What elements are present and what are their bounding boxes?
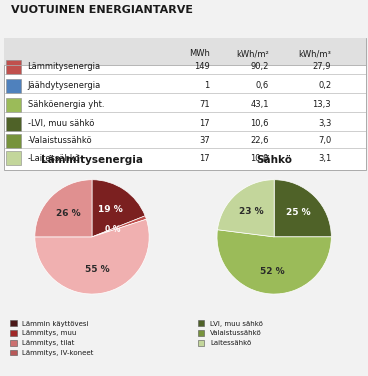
Text: 13,3: 13,3 <box>312 100 331 109</box>
Text: VUOTUINEN ENERGIANTARVE: VUOTUINEN ENERGIANTARVE <box>11 5 193 15</box>
Text: 27,9: 27,9 <box>313 62 331 71</box>
Text: 0,2: 0,2 <box>318 81 331 90</box>
FancyBboxPatch shape <box>6 98 21 112</box>
Text: Sähköenergia yht.: Sähköenergia yht. <box>28 100 104 109</box>
Wedge shape <box>274 180 331 237</box>
FancyBboxPatch shape <box>6 79 21 92</box>
Wedge shape <box>217 180 274 237</box>
Text: 149: 149 <box>194 62 210 71</box>
Legend: LVI, muu sähkö, Valaistussähkö, Laitessähkö: LVI, muu sähkö, Valaistussähkö, Laitessä… <box>195 317 266 349</box>
FancyBboxPatch shape <box>4 38 366 170</box>
FancyBboxPatch shape <box>4 38 366 65</box>
Text: 43,1: 43,1 <box>250 100 269 109</box>
FancyBboxPatch shape <box>6 134 21 148</box>
Text: 3,3: 3,3 <box>318 119 331 128</box>
Title: Sähkö: Sähkö <box>256 155 292 165</box>
Text: 7,0: 7,0 <box>318 136 331 146</box>
Text: 19 %: 19 % <box>98 205 123 214</box>
Text: kWh/m²: kWh/m² <box>236 49 269 58</box>
Text: 52 %: 52 % <box>260 267 284 276</box>
Text: 17: 17 <box>199 154 210 163</box>
Text: 26 %: 26 % <box>56 209 81 218</box>
Wedge shape <box>35 180 92 237</box>
Wedge shape <box>92 216 146 237</box>
Text: 17: 17 <box>199 119 210 128</box>
Legend: Lämmin käyttövesi, Lämmitys, muu, Lämmitys, tilat, Lämmitys, IV-koneet: Lämmin käyttövesi, Lämmitys, muu, Lämmit… <box>7 317 96 359</box>
Wedge shape <box>92 180 145 237</box>
Text: Lämmitysenergia: Lämmitysenergia <box>28 62 101 71</box>
Text: 25 %: 25 % <box>286 208 311 217</box>
Text: 1: 1 <box>205 81 210 90</box>
Text: 55 %: 55 % <box>85 265 110 274</box>
Text: 0,6: 0,6 <box>255 81 269 90</box>
Text: Jäähdytysenergia: Jäähdytysenergia <box>28 81 101 90</box>
Text: 22,6: 22,6 <box>250 136 269 146</box>
Text: 0 %: 0 % <box>105 225 120 234</box>
Text: 90,2: 90,2 <box>250 62 269 71</box>
Text: -LVI, muu sähkö: -LVI, muu sähkö <box>28 119 94 128</box>
Text: -Valaistussähkö: -Valaistussähkö <box>28 136 92 146</box>
Text: 23 %: 23 % <box>239 207 264 216</box>
Title: Lämmitysenergia: Lämmitysenergia <box>41 155 143 165</box>
Text: 10,6: 10,6 <box>250 119 269 128</box>
FancyBboxPatch shape <box>6 151 21 165</box>
Wedge shape <box>35 219 149 294</box>
Text: 10,0: 10,0 <box>250 154 269 163</box>
Text: -Laitessähkö: -Laitessähkö <box>28 154 80 163</box>
Text: 3,1: 3,1 <box>318 154 331 163</box>
FancyBboxPatch shape <box>6 117 21 130</box>
Text: kWh/m³: kWh/m³ <box>298 49 331 58</box>
Text: MWh: MWh <box>189 49 210 58</box>
Wedge shape <box>217 230 331 294</box>
FancyBboxPatch shape <box>6 60 21 74</box>
Text: 71: 71 <box>199 100 210 109</box>
Text: 37: 37 <box>199 136 210 146</box>
